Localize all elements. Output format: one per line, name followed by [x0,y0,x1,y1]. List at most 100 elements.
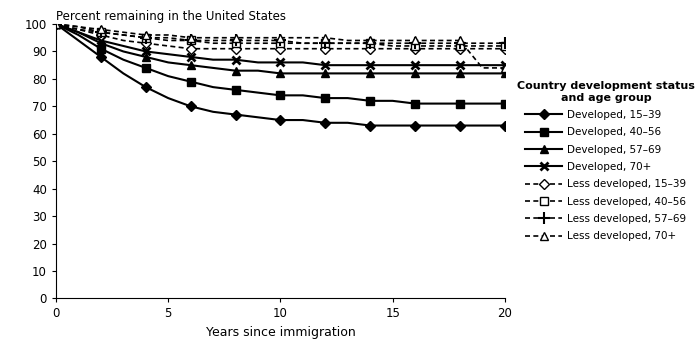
Developed, 40–56 [74,33,83,37]
Developed, 40–56 [299,93,307,97]
Developed, 40–56 [411,102,419,106]
Less developed, 57–69 [74,25,83,29]
Less developed, 57–69 [299,41,307,45]
Less developed, 40–56 [389,44,397,48]
Developed, 57–69 [344,71,352,75]
Less developed, 70+ [209,36,217,40]
Developed, 57–69 [52,22,60,26]
Less developed, 40–56 [433,44,442,48]
Developed, 70+ [389,63,397,67]
Developed, 70+ [209,58,217,62]
Less developed, 70+ [478,66,486,70]
Developed, 40–56 [52,22,60,26]
Developed, 57–69 [389,71,397,75]
Developed, 57–69 [433,71,442,75]
Less developed, 15–39 [119,38,127,43]
Less developed, 40–56 [186,38,195,43]
Developed, 57–69 [164,60,172,64]
Developed, 57–69 [231,69,239,73]
Developed, 40–56 [456,102,464,106]
Developed, 40–56 [433,102,442,106]
Line: Less developed, 70+: Less developed, 70+ [52,20,509,72]
Less developed, 15–39 [74,27,83,32]
Developed, 57–69 [321,71,330,75]
Less developed, 70+ [366,38,375,43]
Developed, 70+ [456,63,464,67]
Developed, 70+ [433,63,442,67]
Less developed, 57–69 [321,41,330,45]
Developed, 70+ [97,38,105,43]
Developed, 70+ [52,22,60,26]
Developed, 70+ [299,60,307,64]
Less developed, 57–69 [389,41,397,45]
Less developed, 40–56 [164,38,172,43]
Developed, 57–69 [141,55,150,59]
Less developed, 15–39 [164,44,172,48]
Developed, 15–39 [500,123,509,128]
Less developed, 15–39 [366,47,375,51]
Developed, 70+ [344,63,352,67]
Less developed, 70+ [344,38,352,43]
Developed, 57–69 [209,66,217,70]
Less developed, 70+ [186,36,195,40]
Line: Developed, 70+: Developed, 70+ [52,20,509,69]
Less developed, 15–39 [389,47,397,51]
Less developed, 57–69 [344,41,352,45]
Developed, 57–69 [186,63,195,67]
Developed, 57–69 [276,71,285,75]
Less developed, 15–39 [456,47,464,51]
Developed, 40–56 [366,99,375,103]
Developed, 57–69 [299,71,307,75]
Developed, 15–39 [186,104,195,108]
Developed, 57–69 [97,41,105,45]
Developed, 15–39 [433,123,442,128]
Less developed, 57–69 [411,41,419,45]
Less developed, 40–56 [74,27,83,32]
Developed, 70+ [119,44,127,48]
Less developed, 70+ [321,36,330,40]
Line: Developed, 15–39: Developed, 15–39 [52,21,508,129]
Developed, 15–39 [389,123,397,128]
Less developed, 57–69 [500,41,509,45]
Developed, 15–39 [411,123,419,128]
Less developed, 57–69 [52,22,60,26]
Less developed, 40–56 [366,41,375,45]
Less developed, 40–56 [411,44,419,48]
Less developed, 15–39 [209,47,217,51]
Less developed, 15–39 [411,47,419,51]
Developed, 15–39 [209,110,217,114]
Developed, 40–56 [389,99,397,103]
Less developed, 15–39 [141,41,150,45]
Less developed, 70+ [299,36,307,40]
Developed, 70+ [366,63,375,67]
Developed, 40–56 [119,58,127,62]
Developed, 15–39 [164,96,172,100]
Developed, 15–39 [254,115,262,119]
Less developed, 15–39 [97,33,105,37]
Developed, 70+ [254,60,262,64]
Less developed, 40–56 [276,41,285,45]
Less developed, 70+ [276,36,285,40]
Developed, 15–39 [97,55,105,59]
Developed, 57–69 [366,71,375,75]
Less developed, 57–69 [231,38,239,43]
Developed, 15–39 [456,123,464,128]
Less developed, 15–39 [344,47,352,51]
Less developed, 15–39 [254,47,262,51]
Less developed, 57–69 [186,38,195,43]
Less developed, 40–56 [456,44,464,48]
Developed, 57–69 [119,49,127,54]
Developed, 40–56 [164,74,172,78]
Less developed, 40–56 [52,22,60,26]
Developed, 70+ [276,60,285,64]
Less developed, 70+ [52,22,60,26]
Less developed, 57–69 [276,38,285,43]
Less developed, 70+ [389,38,397,43]
Less developed, 40–56 [97,30,105,34]
Legend: Developed, 15–39, Developed, 40–56, Developed, 57–69, Developed, 70+, Less devel: Developed, 15–39, Developed, 40–56, Deve… [517,81,695,241]
Developed, 57–69 [254,69,262,73]
Less developed, 15–39 [321,47,330,51]
Less developed, 40–56 [321,41,330,45]
X-axis label: Years since immigration: Years since immigration [206,326,356,339]
Less developed, 57–69 [366,41,375,45]
